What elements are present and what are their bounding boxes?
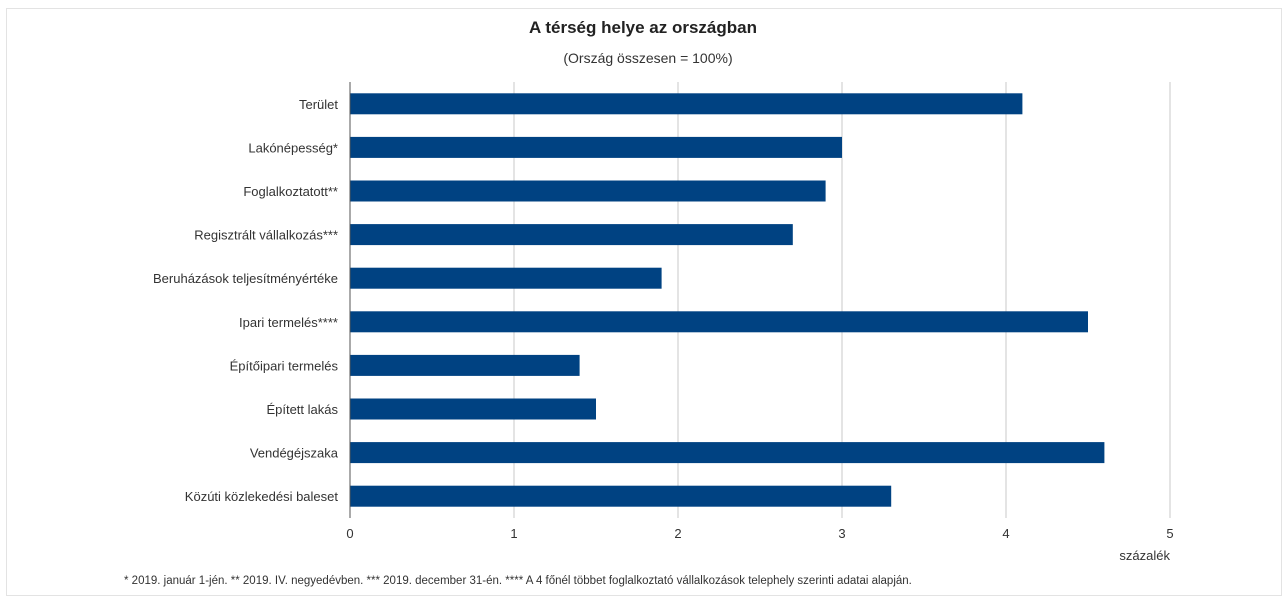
category-label: Ipari termelés****	[239, 315, 338, 330]
bar	[350, 485, 892, 507]
x-tick-label: 2	[674, 526, 681, 541]
bar	[350, 398, 596, 420]
category-label: Vendégéjszaka	[250, 446, 339, 461]
bar	[350, 267, 662, 289]
bar	[350, 442, 1105, 464]
category-label: Beruházások teljesítményértéke	[153, 271, 338, 286]
bar	[350, 180, 826, 202]
chart-title: A térség helye az országban	[528, 18, 757, 37]
category-label: Épített lakás	[266, 402, 338, 417]
x-tick-label: 4	[1002, 526, 1009, 541]
category-label: Foglalkoztatott**	[243, 184, 338, 199]
category-label: Lakónépesség*	[248, 140, 338, 155]
x-tick-label: 3	[838, 526, 845, 541]
x-tick-label: 1	[510, 526, 517, 541]
bar	[350, 224, 793, 246]
chart-footnote: * 2019. január 1-jén. ** 2019. IV. negye…	[124, 575, 912, 587]
x-tick-label: 5	[1166, 526, 1173, 541]
x-axis-title: százalék	[1119, 548, 1170, 563]
category-label: Terület	[299, 97, 338, 112]
category-label: Regisztrált vállalkozás***	[194, 228, 338, 243]
bar	[350, 136, 842, 158]
category-label: Építőipari termelés	[230, 358, 339, 373]
bar	[350, 354, 580, 376]
category-label: Közúti közlekedési baleset	[185, 489, 339, 504]
bar	[350, 311, 1088, 333]
x-tick-label: 0	[346, 526, 353, 541]
bar	[350, 93, 1023, 115]
chart-subtitle: (Ország összesen = 100%)	[563, 50, 733, 66]
